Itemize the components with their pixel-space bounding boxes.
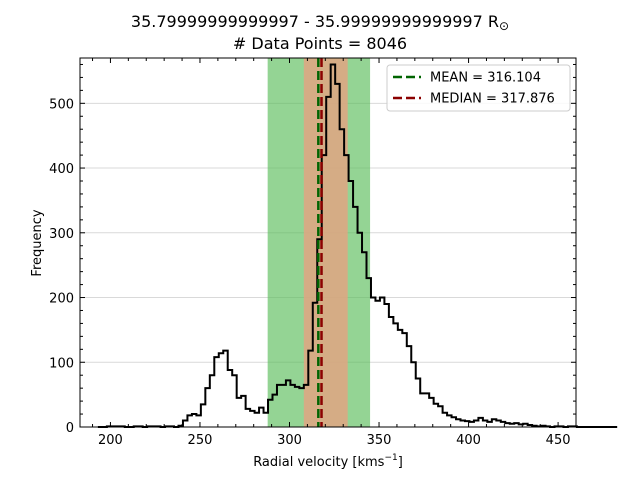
solar-radius-symbol: ⊙ [499,19,509,33]
plot-area: 200 250 300 350 400 450 0 100 200 300 400 500 [49,57,618,448]
y-tick-label: 500 [49,97,74,112]
axes-frame [79,57,577,428]
y-tick-label: 300 [49,227,74,242]
histogram-step-line [97,63,618,428]
y-tick-label: 100 [49,356,74,371]
x-tick-label: 350 [367,433,392,448]
chart-title-line1: 35.79999999999997 - 35.99999999999997 R⊙ [131,12,509,33]
y-tick-label: 200 [49,292,74,307]
y-axis-label: Frequency [30,209,45,276]
legend: MEAN = 316.104 MEDIAN = 317.876 [386,64,571,112]
x-tick-label: 400 [456,433,481,448]
x-tick-label: 250 [188,433,213,448]
legend-label: MEAN = 316.104 [430,71,541,86]
y-tick-label: 0 [66,421,74,436]
y-tick-label: 400 [49,162,74,177]
chart-title-line2: # Data Points = 8046 [233,34,407,53]
x-axis-label: Radial velocity [kms−1] [253,453,403,470]
legend-label: MEDIAN = 317.876 [430,92,555,107]
x-tick-label: 450 [546,433,571,448]
x-tick-label: 200 [98,433,123,448]
x-tick-label: 300 [277,433,302,448]
legend-box [386,64,571,112]
